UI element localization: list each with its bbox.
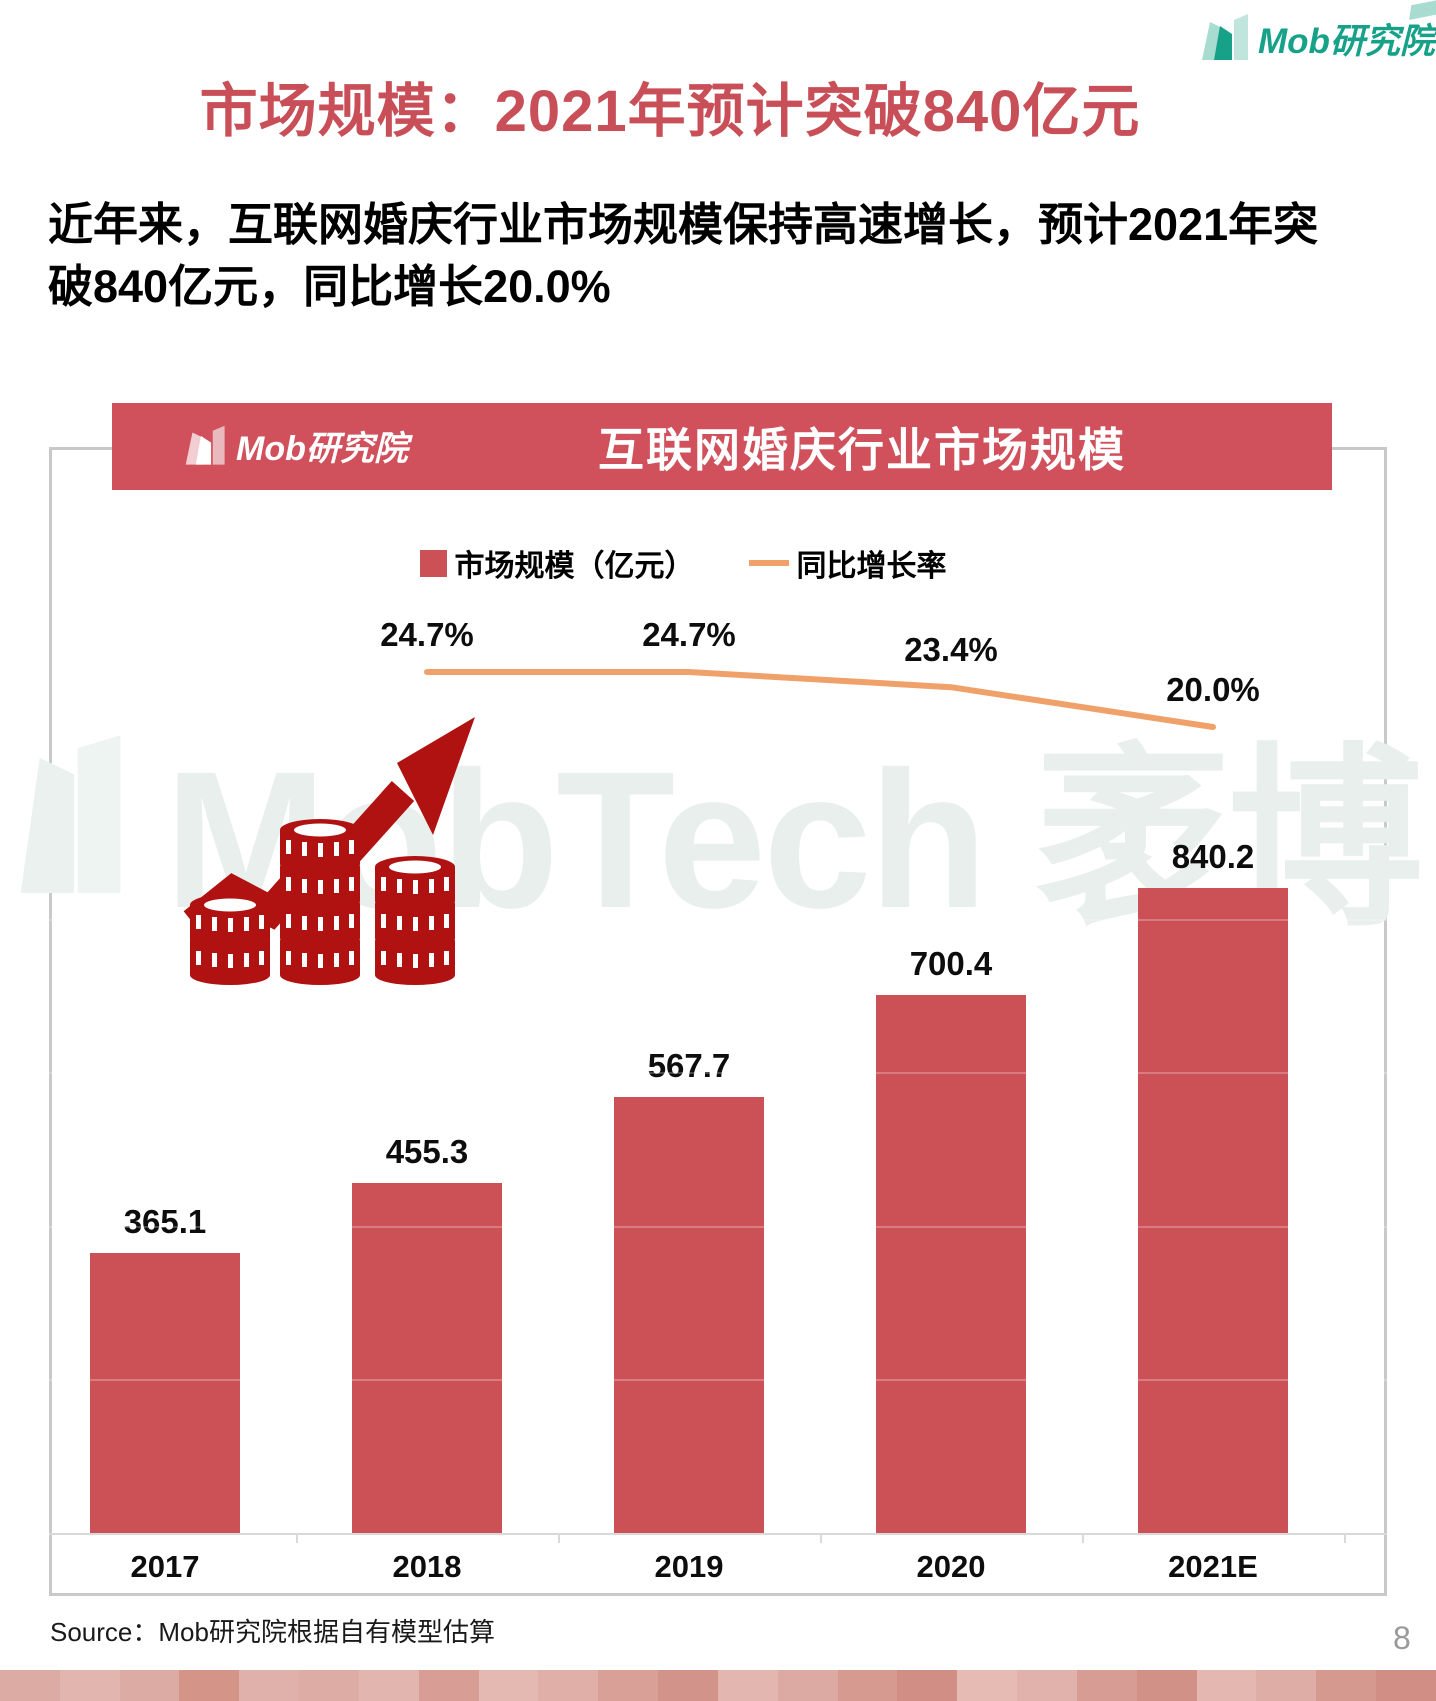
chart-legend: 市场规模（亿元） 同比增长率 — [49, 541, 1387, 585]
strip-segment — [717, 1670, 778, 1701]
bar-value-label: 455.3 — [385, 1133, 469, 1171]
mob-building-icon — [1202, 14, 1248, 60]
strip-segment — [1376, 1670, 1436, 1701]
axis-tick-icon — [558, 1535, 560, 1543]
x-axis-label: 2020 — [916, 1549, 986, 1584]
strip-segment — [358, 1670, 419, 1701]
bar-value-label: 567.7 — [647, 1047, 731, 1085]
bar-value-label: 700.4 — [909, 945, 993, 983]
growth-value-label: 20.0% — [1166, 670, 1260, 708]
axis-tick-icon — [296, 1535, 298, 1543]
page-number: 8 — [1393, 1620, 1411, 1656]
strip-segment — [1076, 1670, 1137, 1701]
bar-2018 — [352, 1183, 502, 1533]
page-title: 市场规模：2021年预计突破840亿元 — [199, 79, 1141, 144]
chart-title: 互联网婚庆行业市场规模 — [598, 423, 1126, 476]
strip-segment — [1316, 1670, 1377, 1701]
bar-value-label: 840.2 — [1171, 838, 1255, 875]
x-axis-label: 2018 — [392, 1549, 462, 1584]
legend-item-bar: 市场规模（亿元） — [419, 541, 695, 585]
brand-logo-text: Mob研究院 — [1258, 21, 1435, 61]
bar-2020 — [876, 995, 1026, 1533]
axis-tick-icon — [1344, 1535, 1346, 1543]
strip-segment — [119, 1670, 180, 1701]
legend-label-line: 同比增长率 — [796, 550, 947, 583]
strip-segment — [1017, 1670, 1077, 1701]
growth-value-label: 24.7% — [380, 616, 474, 653]
strip-segment — [1136, 1670, 1197, 1701]
growth-value-label: 23.4% — [904, 631, 998, 669]
strip-segment — [658, 1670, 718, 1701]
bar-2019 — [614, 1097, 764, 1533]
gridline — [49, 1225, 1387, 1228]
intro-paragraph: 近年来，互联网婚庆行业市场规模保持高速增长，预计2021年突破840亿元，同比增… — [48, 199, 1319, 313]
legend-item-line: 同比增长率 — [748, 541, 947, 585]
growth-arrow-coins-illustration — [183, 717, 475, 985]
bar-value-label: 365.1 — [123, 1202, 207, 1240]
mob-building-icon-white — [185, 425, 225, 465]
axis-tick-icon — [820, 1535, 822, 1543]
strip-segment — [957, 1670, 1018, 1701]
bar-swatch-icon — [419, 549, 447, 577]
strip-segment — [0, 1670, 60, 1701]
x-axis-label: 2017 — [130, 1549, 200, 1584]
gridline — [49, 1379, 1387, 1382]
source-note: Source：Mob研究院根据自有模型估算 — [50, 1617, 495, 1647]
strip-segment — [598, 1670, 659, 1701]
bar-2021E — [1138, 888, 1288, 1533]
chart-header-logo: Mob研究院 — [184, 421, 408, 470]
plot-area: 365.1 455.3 567.7 700.4 840.2 2017 2018 2019 202… — [49, 447, 1387, 1596]
line-swatch-icon — [748, 560, 789, 566]
x-axis-line — [49, 1533, 1387, 1535]
legend-label-bar: 市场规模（亿元） — [454, 550, 695, 583]
gridline — [49, 918, 1387, 921]
strip-segment — [59, 1670, 120, 1701]
strip-segment — [1256, 1670, 1317, 1701]
axis-tick-icon — [1082, 1535, 1084, 1543]
strip-segment — [478, 1670, 539, 1701]
gridline — [49, 1072, 1387, 1075]
x-axis-label: 2021E — [1168, 1549, 1258, 1584]
x-axis-label: 2019 — [654, 1549, 724, 1584]
strip-segment — [1196, 1670, 1257, 1701]
bar-2017 — [90, 1252, 240, 1533]
strip-segment — [897, 1670, 958, 1701]
strip-segment — [538, 1670, 599, 1701]
strip-segment — [239, 1670, 300, 1701]
strip-segment — [179, 1670, 240, 1701]
strip-segment — [777, 1670, 838, 1701]
chart-header-bar: Mob研究院 互联网婚庆行业市场规模 — [112, 403, 1332, 490]
strip-segment — [837, 1670, 898, 1701]
strip-segment — [418, 1670, 479, 1701]
chart-header-logo-text: Mob研究院 — [236, 430, 408, 468]
bottom-decor-strip — [0, 1670, 1436, 1701]
strip-segment — [299, 1670, 359, 1701]
growth-value-label: 24.7% — [642, 616, 736, 653]
brand-logo: Mob研究院 — [1200, 0, 1436, 64]
